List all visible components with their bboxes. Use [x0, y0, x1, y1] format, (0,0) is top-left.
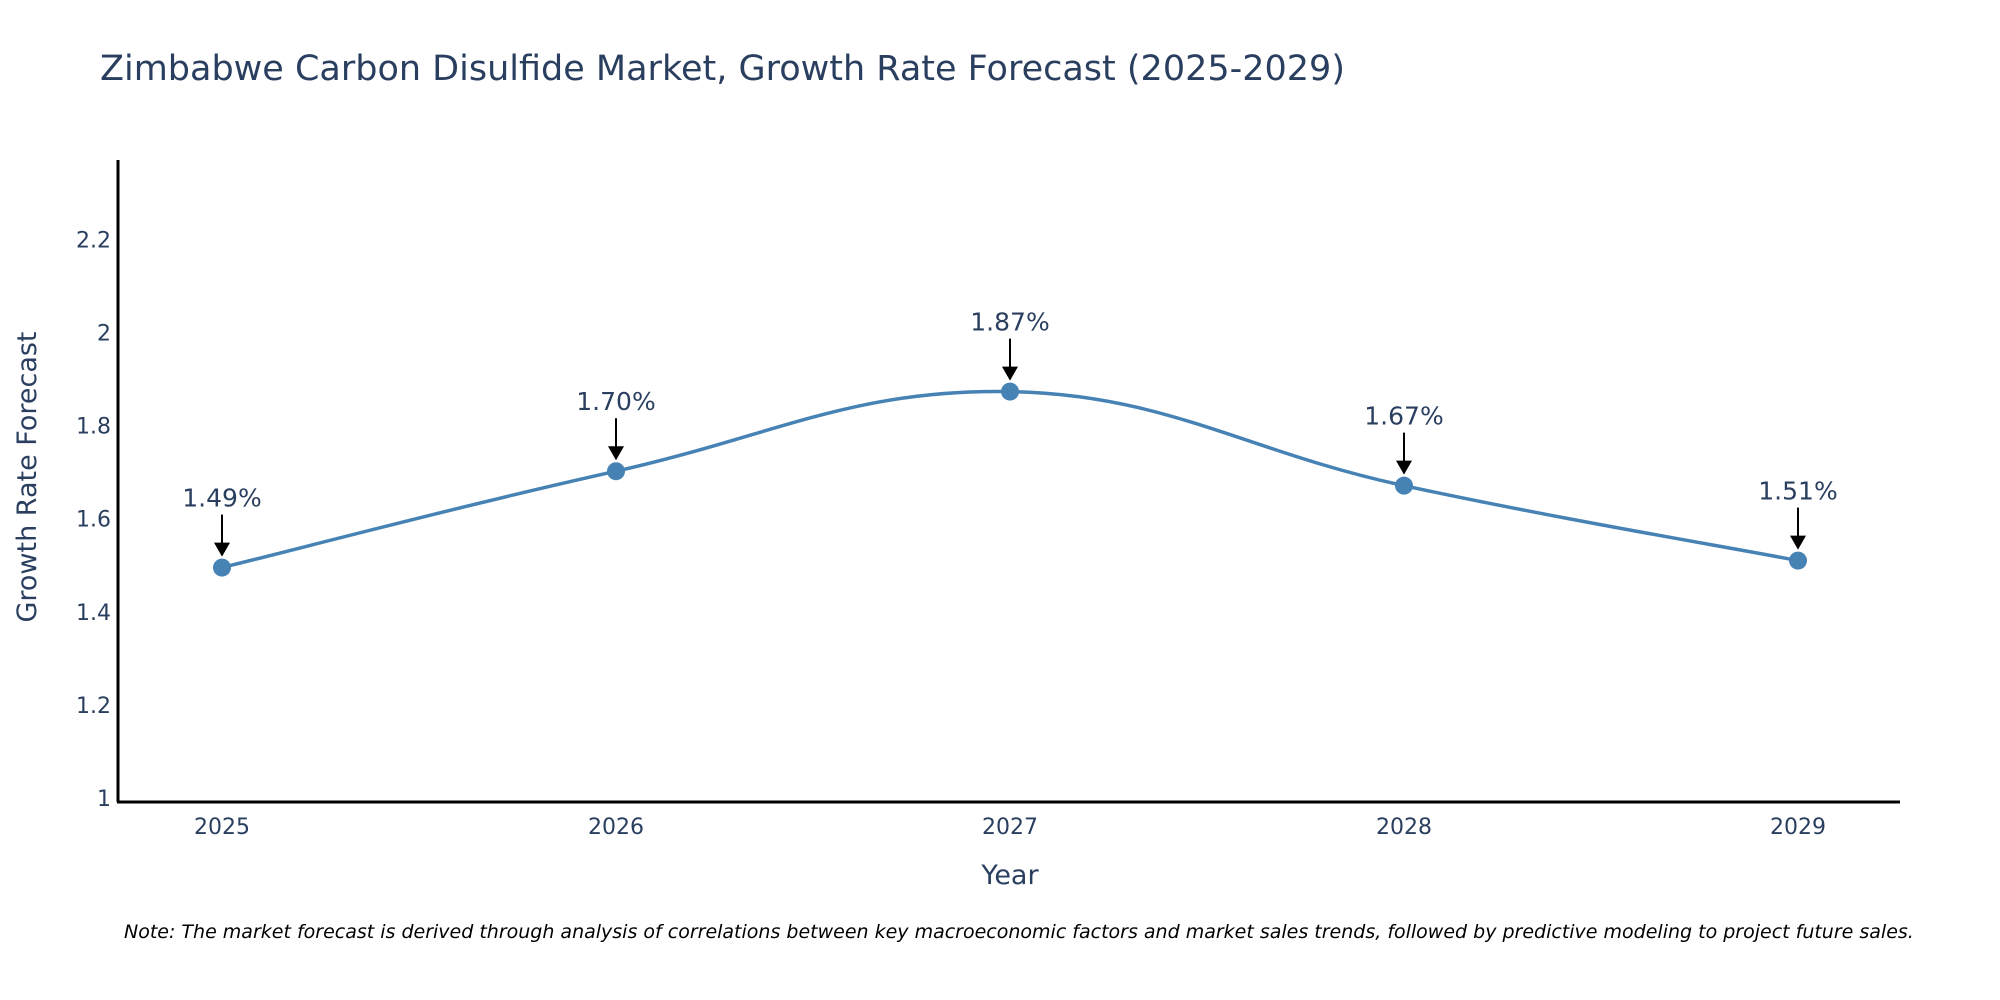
data-point: [1001, 382, 1019, 401]
x-axis-title: Year: [980, 860, 1039, 891]
data-label: 1.49%: [182, 484, 261, 513]
data-label: 1.87%: [970, 308, 1049, 337]
data-point: [1395, 476, 1413, 495]
y-axis-title: Growth Rate Forecast: [12, 331, 43, 622]
x-tick-label: 2027: [982, 815, 1038, 840]
annotation-arrow-head: [1790, 535, 1806, 550]
y-tick-label: 1: [97, 787, 111, 812]
annotation-arrow-head: [214, 542, 230, 557]
y-tick-label: 2: [97, 322, 111, 347]
data-label: 1.51%: [1758, 477, 1837, 506]
data-point: [1789, 551, 1807, 570]
x-tick-label: 2029: [1770, 815, 1826, 840]
y-tick-label: 1.2: [76, 694, 111, 719]
x-tick-label: 2025: [194, 815, 250, 840]
annotation-arrow-head: [1396, 460, 1412, 475]
series-line: [221, 389, 1799, 570]
y-axis: 1 1.2 1.4 1.6 1.8 2 2.2: [76, 160, 120, 812]
data-point: [607, 462, 625, 481]
data-point: [213, 558, 231, 577]
y-tick-label: 1.4: [76, 601, 111, 626]
x-tick-label: 2026: [588, 815, 644, 840]
annotation-arrow-head: [608, 446, 624, 461]
x-tick-label: 2028: [1376, 815, 1432, 840]
x-axis: 2025 2026 2027 2028 2029: [117, 800, 1900, 840]
data-annotations: 1.49% 1.70% 1.87% 1.67% 1.51%: [182, 308, 1838, 557]
series-growth-rate: [213, 382, 1807, 577]
y-tick-label: 1.6: [76, 508, 111, 533]
forecast-note: Note: The market forecast is derived thr…: [124, 921, 1914, 943]
data-label: 1.70%: [576, 387, 655, 416]
chart-title: Zimbabwe Carbon Disulfide Market, Growth…: [100, 49, 1345, 89]
annotation-arrow-head: [1002, 366, 1018, 381]
y-tick-label: 2.2: [76, 228, 111, 253]
y-tick-label: 1.8: [76, 415, 111, 440]
data-label: 1.67%: [1364, 402, 1443, 431]
